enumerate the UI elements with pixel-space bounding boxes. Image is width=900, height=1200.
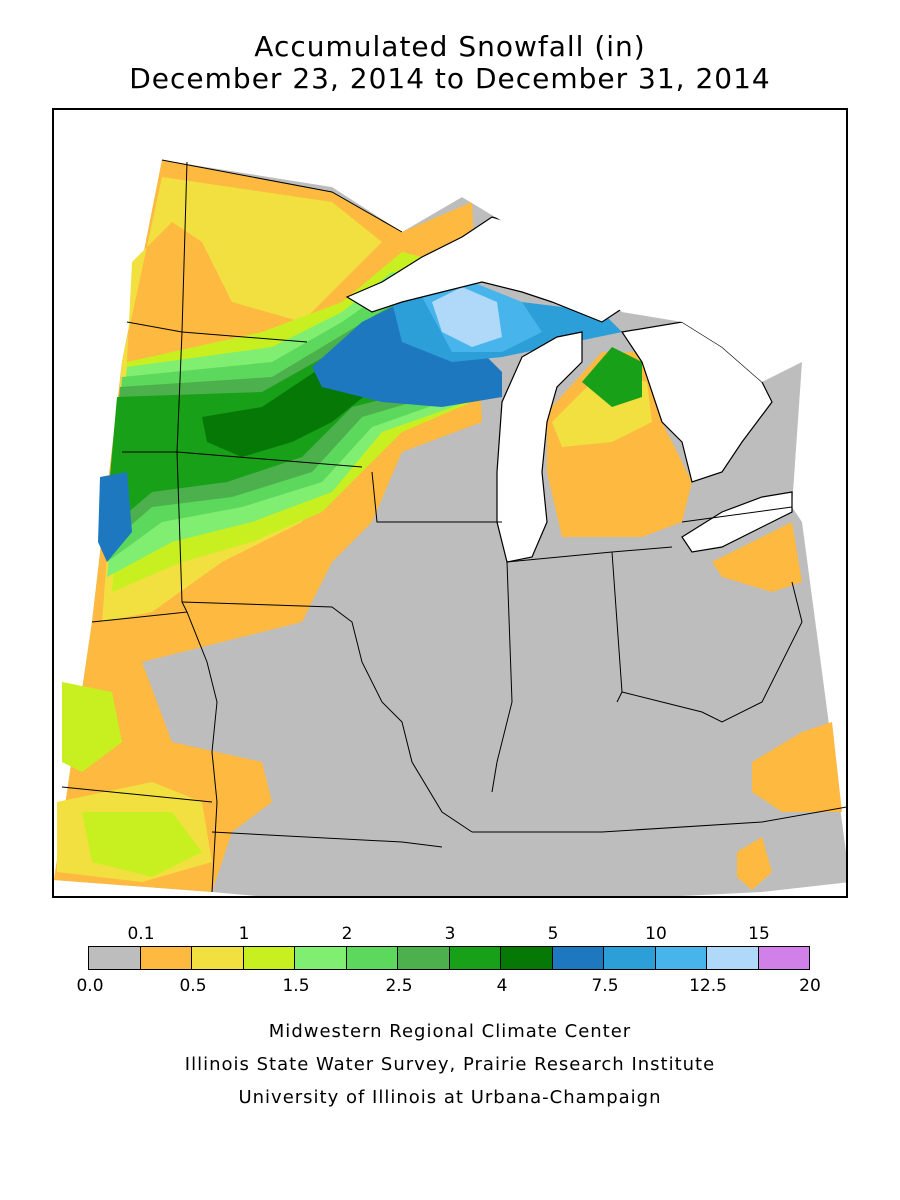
legend-swatch — [655, 947, 707, 969]
legend-top-label: 0.1 — [127, 924, 155, 944]
legend-bottom-label: 12.5 — [689, 976, 727, 996]
legend-swatch — [449, 947, 501, 969]
map-svg — [54, 110, 846, 896]
color-scale-legend — [88, 946, 810, 970]
snow-zone-lime-south — [82, 812, 202, 877]
canada-land — [162, 110, 846, 382]
state-borders — [61, 159, 846, 893]
legend-top-label: 5 — [547, 924, 559, 944]
legend-top-label: 15 — [748, 924, 770, 944]
legend-bottom-label: 2.5 — [385, 976, 413, 996]
legend-swatch — [604, 947, 656, 969]
legend-swatch — [295, 947, 347, 969]
legend-swatch — [346, 947, 398, 969]
credit-line: Midwestern Regional Climate Center — [268, 1021, 632, 1042]
snow-zone-orange-east — [752, 722, 842, 812]
snow-zone-lime-sw — [62, 682, 122, 772]
legend-top-label: 1 — [238, 924, 250, 944]
snow-zone-orange-kentucky — [737, 837, 772, 890]
legend-swatch — [243, 947, 295, 969]
legend-swatch — [192, 947, 244, 969]
legend-swatch — [398, 947, 450, 969]
legend-swatch — [89, 947, 141, 969]
snow-zone-orange-ohio — [712, 522, 802, 592]
snowfall-map — [52, 108, 848, 898]
legend-bottom-label: 7.5 — [591, 976, 619, 996]
legend-top-label: 10 — [645, 924, 667, 944]
legend-top-label: 2 — [341, 924, 353, 944]
legend-swatch — [552, 947, 604, 969]
map-date-range: December 23, 2014 to December 31, 2014 — [129, 62, 771, 95]
legend-swatch — [501, 947, 553, 969]
credit-line: Illinois State Water Survey, Prairie Res… — [184, 1054, 716, 1075]
snow-zone-blue-west — [98, 472, 132, 562]
legend-bottom-label: 0.5 — [179, 976, 207, 996]
legend-swatch — [758, 947, 809, 969]
legend-bottom-label: 4 — [496, 976, 508, 996]
snow-zone-green-mi — [582, 347, 642, 407]
legend-bottom-label: 1.5 — [282, 976, 310, 996]
legend-swatch — [707, 947, 759, 969]
legend-swatch — [140, 947, 192, 969]
legend-bottom-label: 20 — [799, 976, 821, 996]
legend-bottom-label: 0.0 — [76, 976, 104, 996]
snow-zone-blue-4 — [432, 287, 502, 347]
lake-erie — [681, 491, 793, 553]
lake-michigan — [496, 331, 583, 563]
legend-top-label: 3 — [444, 924, 456, 944]
map-title: Accumulated Snowfall (in) — [254, 30, 646, 63]
credit-line: University of Illinois at Urbana-Champai… — [238, 1087, 662, 1108]
